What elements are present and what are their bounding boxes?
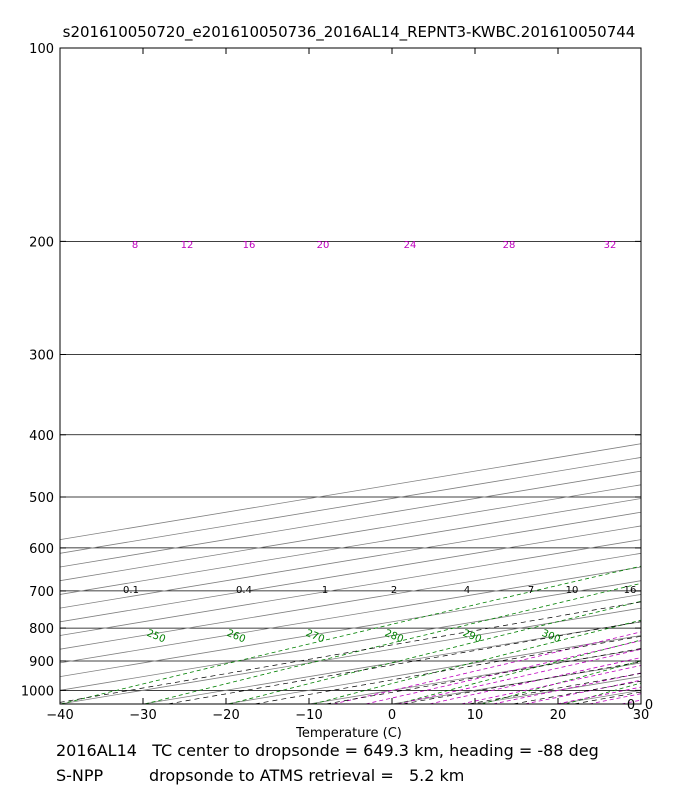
mixing-ratio-label: 0.4 xyxy=(236,585,252,596)
mixing-ratio-line xyxy=(513,680,641,704)
plot-frame xyxy=(59,47,642,705)
isotherm-line xyxy=(474,676,641,704)
x-tick-label: 0 xyxy=(388,708,396,723)
x-tick-label: −30 xyxy=(129,708,156,723)
isotherm-line xyxy=(60,539,641,636)
mixing-ratio-label: 10 xyxy=(566,585,579,596)
moist-adiabat-label: 16 xyxy=(243,240,256,251)
magenta-profile-line xyxy=(690,188,700,694)
moist-adiabat-line xyxy=(654,241,700,704)
mixing-ratio-label: 0.1 xyxy=(123,585,139,596)
mixing-ratio-label: 1 xyxy=(322,585,328,596)
dry-adiabat-line xyxy=(228,600,641,704)
dry-adiabat-label: 290 xyxy=(461,628,483,645)
corner-label: 0 xyxy=(645,698,653,713)
mixing-ratio-label: 16 xyxy=(624,585,637,596)
isotherm-line xyxy=(60,525,641,623)
isotherm-line xyxy=(142,621,641,704)
x-tick-label: −10 xyxy=(295,708,322,723)
dry-adiabat-line xyxy=(60,565,641,704)
x-tick-label: −20 xyxy=(212,708,239,723)
isotherm-line xyxy=(60,566,641,664)
moist-adiabat-line xyxy=(461,665,641,704)
isotherm-line xyxy=(60,498,641,595)
moist-adiabat-label: 8 xyxy=(132,240,138,251)
dry-adiabat-label: 260 xyxy=(225,628,247,645)
y-tick-label: 600 xyxy=(29,542,54,557)
dry-adiabat-line xyxy=(312,619,641,704)
y-tick-label: 100 xyxy=(29,42,54,57)
mixing-ratio-label: 2 xyxy=(391,585,397,596)
mixing-ratio-line xyxy=(167,621,641,704)
y-tick-label: 500 xyxy=(29,491,54,506)
dry-adiabat-label: 250 xyxy=(145,628,167,645)
moist-adiabat-label: 20 xyxy=(317,240,330,251)
profile-series xyxy=(644,48,700,693)
mixing-ratio-line xyxy=(468,673,641,704)
y-tick-label: 800 xyxy=(29,622,54,637)
x-axis-label: Temperature (C) xyxy=(295,726,402,741)
moist-adiabat-line xyxy=(365,640,641,704)
isotherm-line xyxy=(60,457,641,554)
dry-adiabat-line xyxy=(650,48,700,704)
isotherm-line xyxy=(60,511,641,609)
moist-adiabat-label: 32 xyxy=(604,240,617,251)
isotherm-line xyxy=(60,580,641,678)
dry-adiabat-line xyxy=(144,582,641,704)
mixing-ratio-line xyxy=(402,661,641,704)
isotherm-line xyxy=(60,552,641,650)
y-tick-label: 400 xyxy=(29,429,54,444)
x-tick-label: 20 xyxy=(550,708,567,723)
isotherm-line xyxy=(60,484,641,582)
isotherm-line xyxy=(60,470,641,568)
mixing-ratio-line xyxy=(325,648,641,704)
isotherm-line xyxy=(60,594,641,691)
moist-adiabat-line xyxy=(686,241,700,704)
mixing-ratio-line xyxy=(60,601,641,703)
x-tick-label: 30 xyxy=(633,708,650,723)
cyan-profile-line xyxy=(644,262,700,694)
mixing-ratio-line xyxy=(574,691,641,704)
mixing-ratio-line xyxy=(254,635,641,704)
isotherm-line xyxy=(225,635,641,704)
x-tick-label: 10 xyxy=(467,708,484,723)
y-tick-label: 300 xyxy=(29,348,54,363)
red-profile-line xyxy=(687,48,700,693)
moist-adiabat-line xyxy=(333,631,641,704)
dry-adiabat-line xyxy=(565,682,641,704)
footer-line-2: S-NPP dropsonde to ATMS retrieval = 5.2 … xyxy=(56,766,465,785)
y-tick-label: 1000 xyxy=(21,684,54,699)
isotherm-line xyxy=(557,689,641,704)
y-tick-label: 700 xyxy=(29,585,54,600)
moist-adiabat-line xyxy=(493,672,641,704)
moist-adiabat-label: 12 xyxy=(181,240,194,251)
isotherm-line xyxy=(640,703,641,704)
y-tick-label: 200 xyxy=(29,235,54,250)
moist-adiabat-line xyxy=(589,693,641,704)
footer-line-1: 2016AL14 TC center to dropsonde = 649.3 … xyxy=(56,741,599,760)
dry-adiabat-label: 280 xyxy=(383,628,405,645)
background-lines xyxy=(60,48,700,704)
dry-adiabat-line xyxy=(481,660,641,704)
corner-label: 0 xyxy=(627,698,635,713)
y-tick-label: 900 xyxy=(29,655,54,670)
blue-profile-line xyxy=(680,48,700,693)
moist-adiabat-line xyxy=(397,648,641,704)
mixing-ratio-label: 4 xyxy=(464,585,470,596)
isotherm-line xyxy=(60,443,641,541)
moist-adiabat-label: 28 xyxy=(503,240,516,251)
mixing-ratio-label: 7 xyxy=(528,585,534,596)
x-tick-label: −40 xyxy=(46,708,73,723)
moist-adiabat-label: 24 xyxy=(404,240,417,251)
chart-title: s201610050720_e201610050736_2016AL14_REP… xyxy=(63,23,636,42)
